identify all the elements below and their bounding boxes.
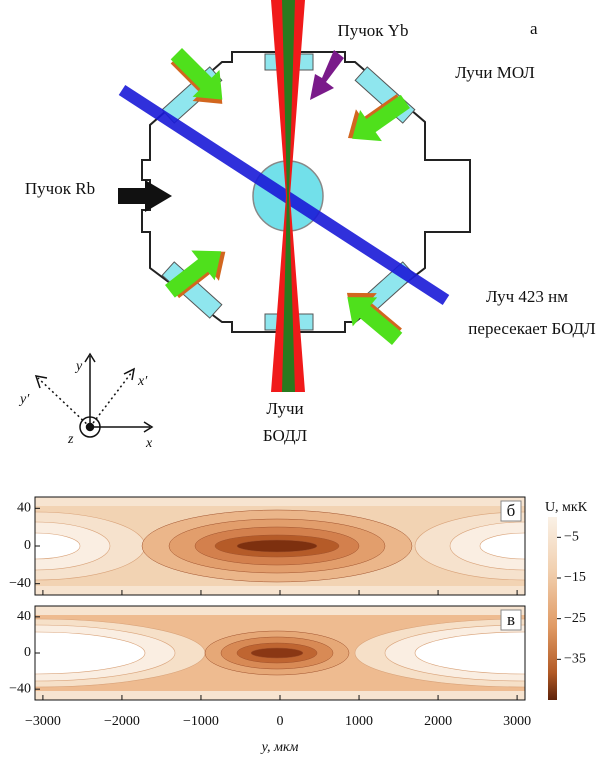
- panel-label: в: [507, 610, 515, 629]
- panel-label: а: [530, 19, 538, 38]
- colorbar: [548, 517, 557, 700]
- x-tick-label: −3000: [25, 714, 61, 729]
- label: Лучи МОЛ: [455, 63, 535, 82]
- x-tick-label: 3000: [503, 714, 531, 729]
- label: Луч 423 нм: [486, 287, 568, 306]
- diagram: а Пучок Yb Лучи МОЛ Пучок Rb Луч 423 нм …: [18, 0, 596, 451]
- y-tick-label: 40: [17, 501, 31, 516]
- y-tick-label: 40: [17, 609, 31, 624]
- y-tick-label: −40: [9, 681, 31, 696]
- y-tick-label: 0: [24, 538, 31, 553]
- contour-fill: [0, 606, 615, 700]
- coordinate-axes: [36, 354, 152, 437]
- colorbar-tick-label: −5: [564, 530, 579, 545]
- colorbar-tick-label: −25: [564, 611, 586, 626]
- axis-label: y′: [18, 392, 30, 407]
- rb-arrow: [118, 180, 172, 212]
- edge-band: [35, 606, 525, 615]
- contour-fill: [0, 497, 615, 595]
- edge-band: [35, 497, 525, 506]
- label: Лучи: [266, 399, 303, 418]
- x-tick-label: 1000: [345, 714, 373, 729]
- contour-panel: 40 0 −40 б: [0, 497, 615, 595]
- contour: [251, 648, 303, 658]
- contour: [237, 540, 317, 552]
- yb-arrow: [310, 50, 344, 100]
- x-tick-label: 0: [277, 714, 284, 729]
- x-tick-label: −1000: [183, 714, 219, 729]
- y-tick-label: 0: [24, 645, 31, 660]
- x-tick-label: 2000: [424, 714, 452, 729]
- label: Пучок Rb: [25, 179, 95, 198]
- y-tick-label: −40: [9, 576, 31, 591]
- x-axis-label: y, мкм: [260, 740, 299, 755]
- colorbar-title: U, мкК: [545, 500, 588, 515]
- axis-label: x: [145, 436, 153, 451]
- label: БОДЛ: [263, 426, 308, 445]
- axis-label: z: [67, 432, 74, 447]
- colorbar-tick-label: −35: [564, 652, 586, 667]
- panel-label: б: [507, 501, 516, 520]
- figure: а Пучок Yb Лучи МОЛ Пучок Rb Луч 423 нм …: [0, 0, 615, 758]
- label: Пучок Yb: [337, 21, 408, 40]
- label: пересекает БОДЛ: [468, 319, 596, 338]
- axis-label: y: [74, 359, 83, 374]
- contour-panel: 40 0 −40 −3000 −2000 −1000 0 1000 2000 3000 в: [0, 606, 615, 729]
- x-tick-label: −2000: [104, 714, 140, 729]
- axis-label: x′: [137, 374, 148, 389]
- colorbar-tick-label: −15: [564, 570, 586, 585]
